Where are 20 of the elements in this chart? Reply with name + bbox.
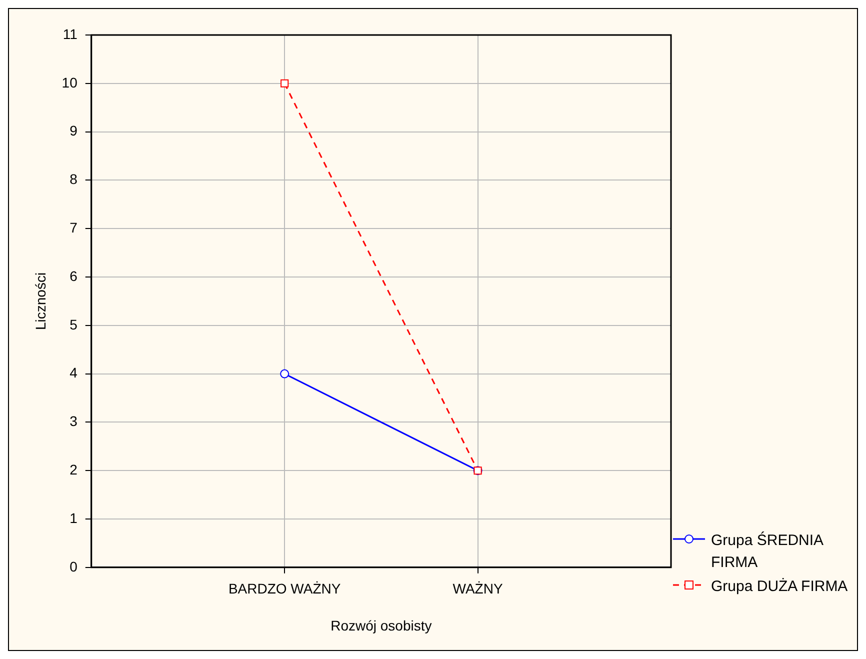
legend-label: Grupa ŚREDNIA FIRMA — [711, 530, 824, 573]
y-tick-label: 1 — [70, 510, 78, 526]
x-axis-title: Rozwój osobisty — [330, 617, 432, 634]
y-tick-label: 6 — [70, 268, 78, 284]
point — [280, 79, 289, 88]
point — [280, 369, 290, 378]
y-tick-label: 3 — [70, 413, 78, 430]
x-tick-label: WAŻNY — [452, 580, 504, 597]
y-tick-label: 9 — [70, 122, 78, 139]
y-tick-label: 0 — [70, 558, 78, 574]
y-tick-label: 5 — [70, 316, 78, 332]
y-tick-label: 8 — [70, 171, 78, 188]
legend-label: Grupa DUŻA FIRMA — [711, 577, 849, 597]
y-tick-label: 11 — [62, 26, 78, 42]
y-axis-title: Liczności — [32, 272, 48, 330]
x-tick-label: BARDZO WAŻNY — [228, 580, 342, 597]
y-tick-label: 2 — [70, 461, 78, 478]
y-tick-label: 4 — [70, 364, 78, 381]
y-tick-label: 10 — [62, 74, 78, 90]
y-tick-label: 7 — [70, 219, 78, 236]
